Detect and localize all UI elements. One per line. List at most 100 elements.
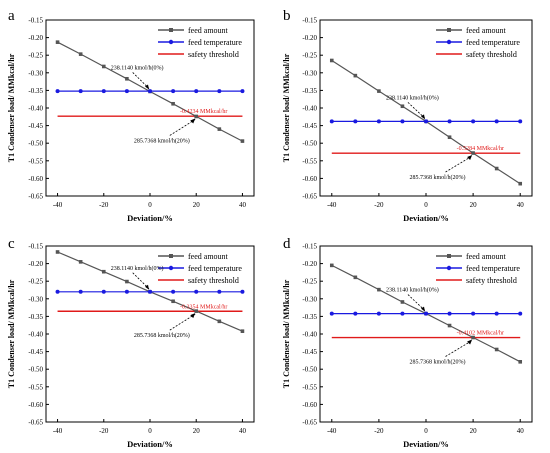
feed-temperature-point bbox=[353, 119, 358, 124]
y-axis-title: T1 Condenser load/ MMkcal/hr bbox=[282, 279, 291, 388]
feed-amount-point bbox=[471, 151, 475, 155]
x-tick-label: 40 bbox=[517, 201, 525, 209]
y-tick-label: -0.60 bbox=[28, 175, 43, 183]
feed-temperature-point bbox=[194, 289, 199, 294]
x-axis-title: Deviation/% bbox=[403, 439, 449, 449]
y-tick-label: -0.40 bbox=[28, 331, 43, 339]
feed-amount-point bbox=[78, 260, 83, 264]
legend-marker bbox=[168, 265, 174, 271]
chart-panel-d: d -0.15 -0.20 -0.25 -0.30 -0.35 -0.40 -0.45 -0.5… bbox=[282, 236, 533, 449]
y-tick-label: -0.35 bbox=[28, 313, 43, 321]
x-tick-label: -20 bbox=[99, 201, 109, 209]
feed-temperature-point bbox=[171, 89, 176, 94]
feed-temperature-point bbox=[240, 89, 245, 94]
y-tick-label: -0.15 bbox=[28, 243, 43, 251]
y-tick-label: -0.40 bbox=[28, 105, 43, 113]
feed-amount-point bbox=[125, 279, 129, 284]
annotation-label: 285.7368 kmol/h(20%) bbox=[410, 174, 466, 181]
feed-amount-point bbox=[240, 329, 245, 333]
y-tick-label: -0.55 bbox=[28, 157, 43, 165]
panel-label: d bbox=[283, 236, 291, 252]
y-tick-label: -0.30 bbox=[28, 69, 43, 77]
x-tick-label: -20 bbox=[374, 427, 384, 435]
legend-entry: feed amount bbox=[466, 252, 507, 261]
x-tick-label: 40 bbox=[239, 427, 247, 435]
y-axis-title: T1 Condenser load/ MMkcal/hr bbox=[282, 53, 291, 162]
feed-temperature-point bbox=[400, 119, 405, 124]
legend-marker bbox=[446, 265, 452, 271]
feed-amount-point bbox=[78, 52, 83, 56]
x-axis-title: Deviation/% bbox=[403, 213, 449, 223]
feed-amount-point bbox=[353, 275, 358, 280]
y-axis-title: T1 Condenser load/ MMkcal/hr bbox=[7, 279, 16, 388]
legend-entry: safety threshold bbox=[188, 50, 239, 59]
feed-temperature-point bbox=[148, 89, 152, 94]
feed-temperature-point bbox=[329, 119, 334, 124]
y-tick-label: -0.45 bbox=[28, 348, 43, 356]
feed-amount-point bbox=[518, 360, 523, 364]
feed-temperature-point bbox=[329, 311, 334, 316]
y-tick-label: -0.65 bbox=[28, 193, 43, 201]
annotation-arrow bbox=[169, 313, 196, 331]
feed-temperature-point bbox=[101, 289, 106, 294]
feed-temperature-point bbox=[518, 119, 523, 124]
y-tick-label: -0.25 bbox=[28, 52, 43, 60]
chart-panel-c: c -0.15 -0.20 -0.25 -0.30 -0.35 -0.40 -0.45 -0.5… bbox=[7, 236, 255, 449]
panel-label: a bbox=[8, 8, 15, 24]
y-tick-label: -0.60 bbox=[302, 401, 317, 409]
x-tick-label: -40 bbox=[53, 201, 63, 209]
x-tick-label: -40 bbox=[327, 427, 337, 435]
threshold-value-label: -0.4102 MMkcal/hr bbox=[457, 331, 504, 337]
x-tick-label: 0 bbox=[148, 201, 152, 209]
legend-entry: feed temperature bbox=[466, 38, 520, 47]
feed-amount-point bbox=[447, 323, 452, 328]
feed-temperature-point bbox=[55, 289, 60, 294]
feed-temperature-point bbox=[78, 89, 83, 94]
feed-amount-point bbox=[494, 166, 499, 171]
feed-amount-point bbox=[471, 335, 475, 340]
annotation-arrowhead bbox=[421, 114, 425, 120]
annotation-arrow bbox=[445, 155, 473, 173]
y-axis-title: T1 Condenser load/ MMkcal/hr bbox=[7, 53, 16, 162]
feed-temperature-point bbox=[424, 311, 428, 316]
y-tick-label: -0.65 bbox=[302, 419, 317, 427]
feed-amount-point bbox=[171, 101, 175, 106]
feed-amount-point bbox=[217, 319, 222, 324]
legend-marker bbox=[446, 39, 452, 45]
x-tick-label: -40 bbox=[327, 201, 337, 209]
feed-temperature-point bbox=[240, 289, 245, 294]
y-tick-label: -0.30 bbox=[28, 295, 43, 303]
legend-entry: feed temperature bbox=[188, 264, 242, 273]
x-tick-label: 0 bbox=[148, 427, 152, 435]
x-tick-label: 0 bbox=[424, 427, 428, 435]
annotation-arrowhead bbox=[467, 155, 473, 161]
y-tick-label: -0.20 bbox=[28, 34, 43, 42]
feed-amount-point bbox=[400, 104, 405, 109]
feed-temperature-point bbox=[78, 289, 83, 294]
feed-temperature-point bbox=[217, 289, 222, 294]
y-tick-label: -0.30 bbox=[302, 295, 317, 303]
y-tick-label: -0.55 bbox=[28, 383, 43, 391]
x-tick-label: 20 bbox=[470, 427, 478, 435]
chart-panel-b: b -0.15 -0.20 -0.25 -0.30 -0.35 -0.40 -0.45 -0.5… bbox=[282, 8, 533, 223]
annotation-label: 285.7368 kmol/h(20%) bbox=[134, 332, 190, 339]
y-tick-label: -0.15 bbox=[302, 243, 317, 251]
legend-entry: feed amount bbox=[466, 26, 507, 35]
feed-amount-point bbox=[101, 64, 106, 69]
feed-temperature-point bbox=[471, 311, 476, 316]
y-tick-label: -0.25 bbox=[28, 278, 43, 286]
y-tick-label: -0.50 bbox=[302, 140, 317, 148]
feed-temperature-point bbox=[217, 89, 222, 94]
feed-temperature-point bbox=[447, 311, 452, 316]
legend-entry: safety threshold bbox=[466, 276, 517, 285]
y-tick-label: -0.20 bbox=[302, 34, 317, 42]
x-tick-label: -40 bbox=[53, 427, 63, 435]
feed-temperature-point bbox=[353, 311, 358, 316]
feed-temperature-point bbox=[424, 119, 428, 124]
y-tick-label: -0.15 bbox=[28, 17, 43, 25]
feed-temperature-point bbox=[494, 311, 499, 316]
feed-temperature-point bbox=[55, 89, 60, 94]
y-tick-label: -0.45 bbox=[302, 122, 317, 130]
x-axis-title: Deviation/% bbox=[127, 213, 173, 223]
panel-label: b bbox=[283, 8, 291, 24]
